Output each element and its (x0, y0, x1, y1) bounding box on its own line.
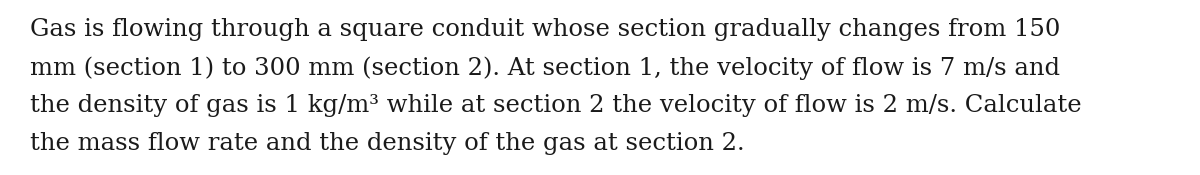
Text: the mass flow rate and the density of the gas at section 2.: the mass flow rate and the density of th… (30, 132, 745, 155)
Text: mm (section 1) to 300 mm (section 2). At section 1, the velocity of flow is 7 m/: mm (section 1) to 300 mm (section 2). At… (30, 56, 1060, 79)
Text: Gas is flowing through a square conduit whose section gradually changes from 150: Gas is flowing through a square conduit … (30, 18, 1061, 41)
Text: the density of gas is 1 kg/m³ while at section 2 the velocity of flow is 2 m/s. : the density of gas is 1 kg/m³ while at s… (30, 94, 1081, 117)
